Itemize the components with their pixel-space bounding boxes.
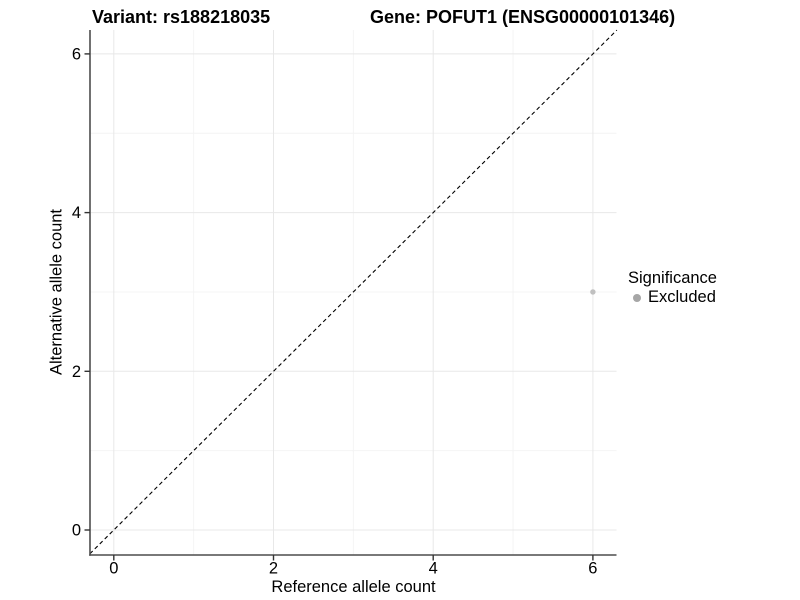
variant-title: Variant: rs188218035 — [92, 7, 271, 27]
data-point — [590, 289, 596, 295]
gene-title: Gene: POFUT1 (ENSG00000101346) — [370, 7, 676, 27]
legend: Significance Excluded — [628, 268, 717, 307]
y-tick-label: 2 — [72, 363, 81, 381]
legend-entry-excluded: Excluded — [628, 288, 717, 307]
y-tick-label: 4 — [72, 204, 81, 222]
identity-line — [89, 29, 618, 555]
y-tick-label: 6 — [72, 45, 81, 63]
x-tick-label: 6 — [588, 560, 597, 578]
x-tick-label: 4 — [429, 560, 438, 578]
legend-point-icon — [633, 293, 641, 302]
y-tick-label: 0 — [72, 522, 81, 540]
legend-title: Significance — [628, 269, 717, 287]
x-axis-title: Reference allele count — [271, 578, 436, 596]
x-tick-label: 2 — [269, 560, 278, 578]
y-axis-title: Alternative allele count — [47, 208, 66, 376]
legend-entry-label: Excluded — [648, 288, 716, 306]
x-tick-label: 0 — [109, 560, 118, 578]
